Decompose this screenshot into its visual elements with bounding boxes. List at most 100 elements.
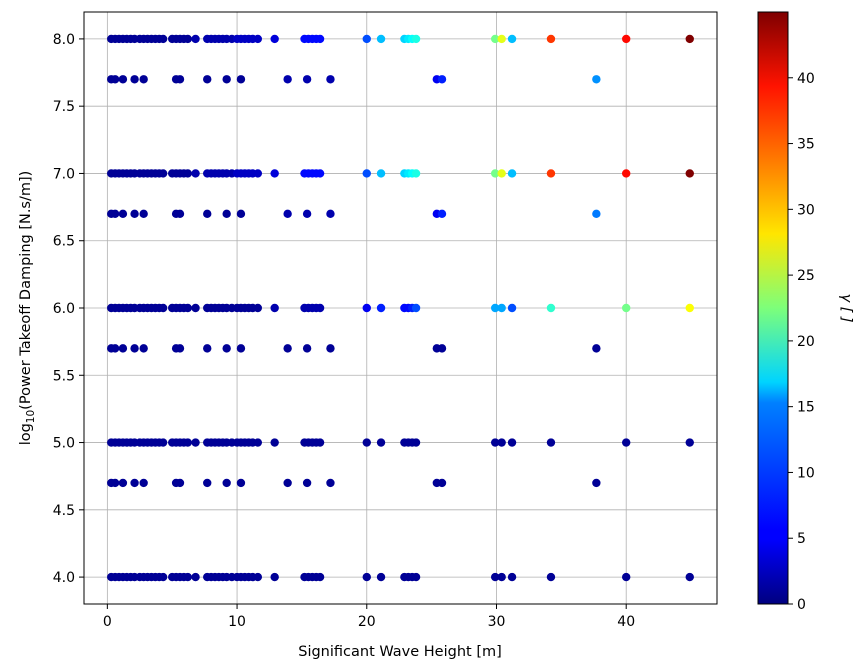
- data-point: [253, 169, 263, 178]
- data-point: [411, 438, 421, 447]
- data-point: [253, 34, 263, 44]
- data-point: [376, 572, 386, 582]
- data-point: [130, 478, 139, 488]
- y-axis-label: log10(Power Takeoff Damping [N.s/m]): [18, 171, 37, 446]
- data-point: [497, 169, 506, 178]
- data-point: [302, 209, 312, 219]
- y-axis-label-subscript: 10: [25, 410, 37, 423]
- data-points: [107, 34, 694, 582]
- data-point: [622, 303, 631, 313]
- data-point: [376, 438, 386, 447]
- data-point: [437, 344, 447, 353]
- data-point: [253, 572, 263, 582]
- data-point: [546, 169, 556, 178]
- data-point: [497, 438, 506, 447]
- data-point: [507, 34, 517, 44]
- data-point: [376, 303, 386, 313]
- data-point: [326, 478, 335, 488]
- data-point: [507, 438, 517, 447]
- data-point: [183, 303, 192, 313]
- data-point: [507, 572, 517, 582]
- data-point: [236, 344, 246, 353]
- y-tick-label: 6.0: [53, 301, 75, 317]
- y-tick-label: 5.5: [53, 368, 75, 384]
- data-point: [158, 169, 168, 178]
- data-point: [222, 209, 231, 219]
- data-point: [546, 34, 556, 44]
- data-point: [139, 209, 148, 219]
- data-point: [315, 438, 325, 447]
- data-point: [253, 438, 263, 447]
- data-point: [326, 209, 335, 219]
- colorbar: 0 5 10 15 20 25 30 35 40 γ [ ]: [757, 11, 854, 613]
- data-point: [622, 572, 631, 582]
- colorbar-tick-label: 30: [797, 202, 815, 218]
- data-point: [490, 438, 500, 447]
- data-point: [685, 303, 694, 313]
- colorbar-gradient: [757, 11, 789, 605]
- data-point: [118, 209, 128, 219]
- data-point: [592, 75, 601, 84]
- colorbar-ticks: 0 5 10 15 20 25 30 35 40: [788, 71, 815, 613]
- data-point: [411, 169, 421, 178]
- y-tick-label: 4.5: [53, 503, 75, 519]
- data-point: [270, 572, 279, 582]
- y-axis: 4.0 4.5 5.0 5.5 6.0 6.5 7.0 7.5 8.0: [53, 32, 84, 586]
- data-point: [110, 478, 120, 488]
- y-tick-label: 7.0: [53, 166, 75, 182]
- data-point: [326, 344, 335, 353]
- data-point: [362, 572, 371, 582]
- data-point: [283, 75, 292, 84]
- data-point: [203, 478, 212, 488]
- colorbar-tick-label: 15: [797, 400, 815, 416]
- data-point: [685, 438, 694, 447]
- x-axis: 0 10 20 30 40: [103, 604, 635, 630]
- data-point: [139, 344, 148, 353]
- data-point: [236, 209, 246, 219]
- data-point: [302, 75, 312, 84]
- data-point: [222, 75, 231, 84]
- x-tick-label: 0: [103, 614, 112, 630]
- data-point: [376, 34, 386, 44]
- data-point: [497, 34, 506, 44]
- data-point: [158, 438, 168, 447]
- data-point: [490, 303, 500, 313]
- colorbar-label: γ [ ]: [838, 293, 854, 322]
- data-point: [270, 303, 279, 313]
- data-point: [270, 34, 279, 44]
- colorbar-tick-label: 0: [797, 597, 806, 613]
- colorbar-tick-label: 35: [797, 137, 815, 153]
- data-point: [110, 75, 120, 84]
- data-point: [191, 169, 200, 178]
- data-point: [222, 344, 231, 353]
- data-point: [315, 34, 325, 44]
- data-point: [191, 438, 200, 447]
- y-tick-label: 8.0: [53, 32, 75, 48]
- data-point: [411, 572, 421, 582]
- data-point: [203, 209, 212, 219]
- y-axis-label-log: log: [18, 423, 34, 445]
- data-point: [490, 34, 500, 44]
- data-point: [497, 572, 506, 582]
- data-point: [110, 344, 120, 353]
- y-axis-label-rest: (Power Takeoff Damping [N.s/m]): [18, 171, 34, 410]
- data-point: [139, 478, 148, 488]
- x-tick-label: 40: [617, 614, 635, 630]
- data-point: [326, 75, 335, 84]
- data-point: [546, 572, 556, 582]
- colorbar-tick-label: 20: [797, 334, 815, 350]
- data-point: [411, 303, 421, 313]
- data-point: [130, 75, 139, 84]
- data-point: [437, 478, 447, 488]
- data-point: [362, 34, 371, 44]
- data-point: [302, 478, 312, 488]
- data-point: [203, 75, 212, 84]
- data-point: [376, 169, 386, 178]
- y-tick-label: 6.5: [53, 234, 75, 250]
- data-point: [685, 169, 694, 178]
- colorbar-tick-label: 5: [797, 531, 806, 547]
- y-tick-label: 5.0: [53, 436, 75, 452]
- data-point: [158, 34, 168, 44]
- data-point: [203, 344, 212, 353]
